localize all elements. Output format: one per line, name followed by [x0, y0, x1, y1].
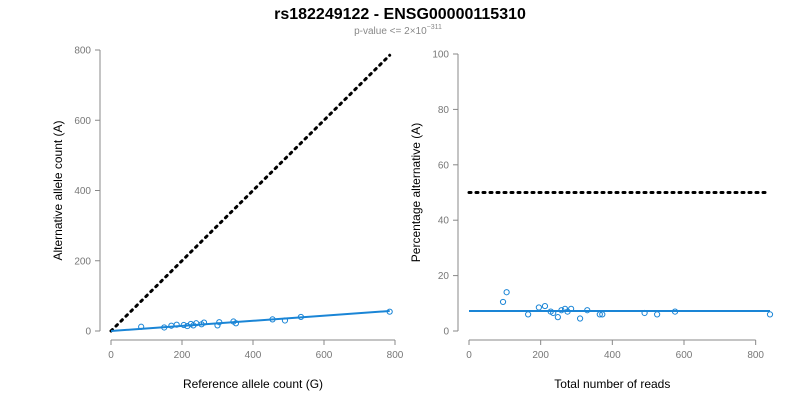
p1-data-point-15 [599, 311, 606, 318]
p1-data-point-12 [576, 315, 584, 322]
p1-data-point-6 [550, 309, 557, 317]
p0-y-tick-label-4: 800 [74, 46, 91, 57]
figure-subtitle: p-value <= 2×10−311 [354, 24, 442, 37]
p0-x-tick-label-2: 400 [245, 350, 262, 361]
p0-data-point-10 [200, 319, 208, 326]
p1-y-tick-label-0: 0 [443, 327, 449, 338]
p1-y-tick-label-1: 20 [438, 271, 450, 282]
p1-data-point-13 [584, 307, 591, 314]
p1-x-tick-label-1: 200 [532, 350, 549, 361]
p1-x-tick-label-4: 800 [747, 350, 764, 361]
left-scatter-panel: 0 200 400 600 800 0 200 400 600 800 Reference alle… [51, 46, 404, 392]
p1-data-point-4 [541, 302, 549, 310]
p0-data-point-0 [138, 323, 145, 330]
p0-data-point-1 [161, 324, 168, 331]
p1-y-tick-label-4: 80 [438, 105, 450, 116]
p1-x-tick-label-3: 600 [676, 350, 693, 361]
p1-data-point-11 [568, 305, 575, 312]
subtitle-prefix: p-value <= 2 [354, 26, 410, 37]
p0-y-tick-label-2: 400 [74, 186, 91, 197]
p0-data-point-4 [180, 321, 187, 329]
p0-data-point-17 [297, 313, 305, 321]
p0-data-point-15 [269, 316, 276, 323]
p1-data-point-3 [535, 304, 542, 311]
p0-x-axis-label: Reference allele count (G) [183, 377, 323, 391]
subtitle-times: × [410, 26, 416, 37]
p0-x-tick-label-0: 0 [108, 350, 114, 361]
p1-data-point-16 [641, 309, 648, 317]
p0-x-tick-label-3: 600 [316, 350, 333, 361]
p0-y-axis-label: Alternative allele count (A) [51, 120, 65, 260]
p1-data-point-7 [554, 314, 561, 321]
p1-y-axis-label: Percentage alternative (A) [409, 123, 423, 262]
p1-y-tick-label-3: 60 [438, 160, 450, 171]
subtitle-exponent: −311 [427, 24, 442, 31]
p0-data-point-12 [216, 319, 223, 326]
p1-data-point-0 [499, 298, 507, 306]
p1-data-point-2 [525, 311, 532, 318]
p1-data-point-1 [503, 289, 510, 296]
p1-x-tick-label-2: 400 [604, 350, 621, 361]
p1-x-axis-label: Total number of reads [554, 377, 670, 391]
p0-y-tick-label-3: 600 [74, 116, 91, 127]
p0-y-tick-label-0: 0 [85, 327, 91, 338]
p0-data-point-14 [232, 320, 240, 327]
p0-y-tick-label-1: 200 [74, 256, 91, 267]
p0-fit-line [110, 309, 390, 332]
p0-data-point-18 [386, 308, 393, 315]
p1-data-point-19 [766, 311, 774, 318]
subtitle-base: 10 [416, 26, 428, 37]
p1-data-point-14 [596, 311, 603, 318]
p1-y-tick-label-5: 100 [432, 50, 449, 61]
right-scatter-panel: 0 200 400 600 800 0 20 40 60 80 100 Total number of… [409, 50, 774, 391]
p1-x-tick-label-0: 0 [466, 350, 472, 361]
p0-data-point-3 [173, 321, 180, 328]
p1-data-point-18 [671, 308, 679, 315]
p0-x-tick-label-1: 200 [174, 350, 191, 361]
p0-reference-line [109, 53, 392, 333]
p1-data-point-17 [654, 311, 661, 318]
p1-y-tick-label-2: 40 [438, 216, 450, 227]
figure-title: rs182249122 - ENSG00000115310 [274, 6, 526, 23]
p0-data-point-16 [281, 317, 289, 324]
p1-data-point-8 [558, 307, 565, 314]
p0-x-tick-label-4: 800 [387, 350, 404, 361]
p0-data-point-11 [214, 322, 221, 329]
